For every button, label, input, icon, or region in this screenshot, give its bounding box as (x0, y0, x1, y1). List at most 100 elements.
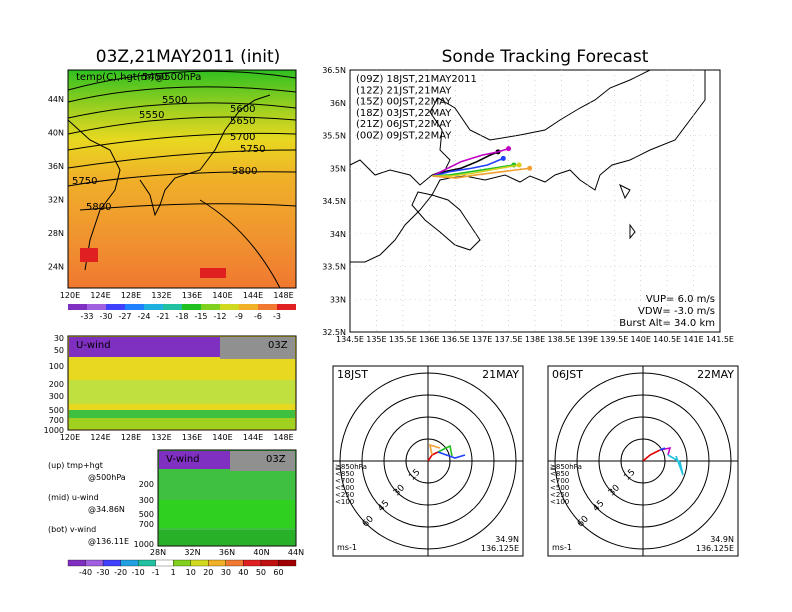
colorbar-label: -6 (254, 312, 262, 321)
polar-date-label: 22MAY (697, 368, 734, 381)
colorbar-label: -9 (235, 312, 243, 321)
polar-level-label: <500 (335, 484, 354, 492)
track-params: VUP= 6.0 m/s VDW= -3.0 m/s Burst Alt= 34… (619, 294, 715, 329)
colorbar-swatch (106, 304, 125, 310)
uwind-time: 03Z (268, 340, 288, 351)
contour-label: 5550 (139, 110, 164, 121)
polar-lon-label: 136.125E (696, 544, 734, 553)
lat-tick-label: 28N (48, 229, 64, 238)
colorbar-swatch (225, 559, 244, 567)
contour-label: 5800 (232, 166, 257, 177)
colorbar-swatch (190, 559, 209, 567)
colorbar-swatch (85, 559, 104, 567)
colorbar-swatch (258, 304, 277, 310)
colorbar-label: 60 (273, 568, 283, 577)
param-vdw: VDW= -3.0 m/s (638, 306, 715, 317)
lon-tick-label: 140E (212, 433, 232, 442)
lon-tick-label: 138E (525, 335, 545, 344)
polar-hodograph (659, 447, 666, 451)
colorbar-label: -21 (156, 312, 169, 321)
vwind-panel: V-wind 03Z (157, 449, 297, 547)
polar-level-label: <700 (335, 477, 354, 485)
track-lines (432, 146, 533, 179)
track-line (432, 151, 499, 177)
pressure-tick-label: 200 (139, 480, 154, 489)
colorbar-swatch (201, 304, 220, 310)
lat-tick-label: 35N (330, 164, 346, 173)
colorbar-label: 50 (256, 568, 266, 577)
lon-tick-label: 148E (273, 291, 293, 300)
lon-tick-label: 135E (366, 335, 386, 344)
colorbar-label: 1 (171, 568, 176, 577)
polar-level-label: ≧850hPa (335, 463, 367, 471)
note-bot: (bot) v-wind (48, 525, 96, 534)
colorbar-label: -10 (132, 568, 145, 577)
colorbar-swatch (182, 304, 201, 310)
colorbar-swatch (208, 559, 226, 567)
lon-tick-label: 134.5E (336, 335, 364, 344)
polar-level-label: <100 (550, 498, 569, 506)
colorbar-swatch (243, 559, 262, 567)
polar-unit-label: ms-1 (337, 543, 357, 552)
colorbar-label: 20 (203, 568, 213, 577)
lon-tick-label: 148E (273, 433, 293, 442)
pressure-tick-label: 50 (54, 346, 64, 355)
lat-tick-label: 40N (48, 129, 64, 138)
colorbar-swatch (260, 559, 279, 567)
lat-tick-label: 36N (219, 548, 235, 557)
param-vup: VUP= 6.0 m/s (646, 294, 715, 305)
colorbar-swatch (87, 304, 106, 310)
legend-entry: (18Z) 03JST,22MAY (356, 108, 452, 119)
lon-tick-label: 124E (90, 433, 110, 442)
map500-panel: temp(C),hgt(m)@500hPa (67, 69, 297, 289)
track-endpoint (506, 146, 512, 152)
lat-tick-label: 32.5N (322, 328, 346, 337)
map500-field (67, 69, 297, 289)
colorbar-swatch (277, 304, 296, 310)
legend-entry: (09Z) 18JST,21MAY2011 (356, 74, 477, 85)
colorbar-swatch (173, 559, 191, 567)
track-legend: (09Z) 18JST,21MAY2011(12Z) 21JST,21MAY(1… (356, 74, 477, 142)
lat-tick-label: 36N (48, 162, 64, 171)
polar-hodograph (667, 454, 684, 476)
lon-tick-label: 120E (60, 433, 80, 442)
lat-tick-label: 24N (48, 263, 64, 272)
lon-tick-label: 137E (472, 335, 492, 344)
colorbar-swatch (67, 559, 86, 567)
track-line (432, 164, 520, 177)
polar-level-label: <500 (550, 484, 569, 492)
polar-hodograph (642, 449, 661, 462)
lon-tick-label: 141E (683, 335, 703, 344)
polar-unit-label: ms-1 (552, 543, 572, 552)
vwind-lat-ticks: 28N 32N 36N 40N 44N (150, 548, 304, 557)
vwind-time: 03Z (266, 454, 286, 465)
map500-lon-ticks: 120E 124E 128E 132E 136E 140E 144E 148E (60, 291, 294, 300)
lat-tick-label: 34.5N (322, 197, 346, 206)
pressure-tick-label: 700 (139, 520, 154, 529)
note-mid-lat: @34.86N (88, 505, 125, 514)
lon-tick-label: 120E (60, 291, 80, 300)
lon-tick-label: 136E (419, 335, 439, 344)
left-title: 03Z,21MAY2011 (init) (96, 47, 281, 67)
lon-tick-label: 144E (243, 291, 263, 300)
lon-tick-label: 139.5E (600, 335, 628, 344)
note-up: (up) tmp+hgt (48, 461, 103, 470)
lon-tick-label: 139E (578, 335, 598, 344)
polar-hodograph (428, 443, 441, 456)
lat-tick-label: 33.5N (322, 263, 346, 272)
pressure-tick-label: 30 (54, 334, 64, 343)
lon-tick-label: 137.5E (495, 335, 523, 344)
lon-tick-label: 136E (182, 291, 202, 300)
polar-lat-label: 34.9N (710, 535, 734, 544)
lon-tick-label: 141.5E (706, 335, 734, 344)
polar-level-label: <850 (550, 470, 569, 478)
contour-label: 5600 (230, 104, 255, 115)
lat-tick-label: 28N (150, 548, 166, 557)
lon-tick-label: 140E (212, 291, 232, 300)
track-line (432, 167, 530, 179)
lon-tick-label: 136E (182, 433, 202, 442)
polar-lat-label: 34.9N (495, 535, 519, 544)
pressure-tick-label: 300 (139, 496, 154, 505)
